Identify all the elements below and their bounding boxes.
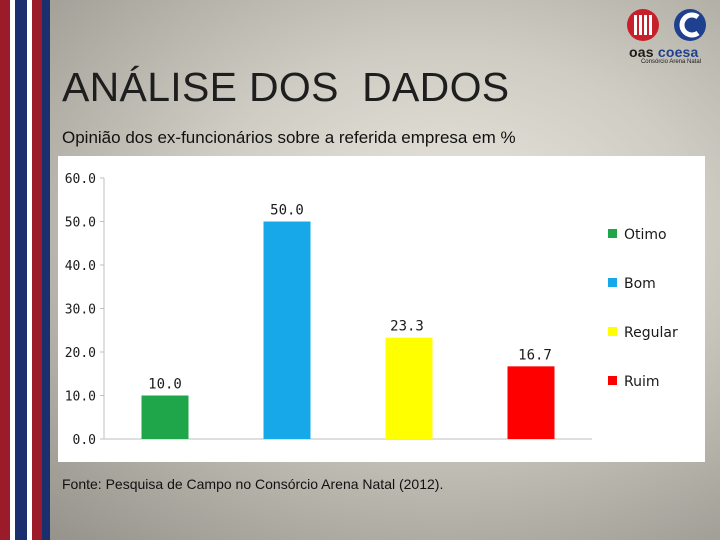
bar-bom (263, 221, 311, 439)
stripe (10, 0, 15, 540)
logo-tagline: Consórcio Arena Natal (640, 59, 702, 65)
logo-name-oas: oas (629, 44, 654, 60)
logo-marks (627, 9, 706, 41)
legend-swatch (608, 229, 617, 238)
y-tick-label: 20.0 (65, 346, 96, 361)
legend-label: Otimo (624, 227, 667, 243)
bar-ruim (507, 366, 555, 439)
bar-regular (385, 337, 433, 439)
chart-subtitle: Opinião dos ex-funcionários sobre a refe… (62, 128, 516, 147)
y-tick-label: 10.0 (65, 390, 96, 405)
stripe (27, 0, 32, 540)
data-label: 50.0 (270, 203, 304, 219)
legend-label: Regular (624, 325, 678, 341)
legend-label: Bom (624, 276, 656, 292)
stripe (42, 0, 50, 540)
stripe (0, 0, 10, 540)
stripe (32, 0, 42, 540)
logo-wordmark: oas coesa (629, 44, 713, 60)
data-label: 23.3 (390, 319, 424, 335)
y-tick-label: 50.0 (65, 216, 96, 231)
bar-chart: 0.0 10.0 20.0 30.0 40.0 50.0 60.0 10.0 50.0 23.3 1… (65, 172, 678, 448)
logo-name-coesa: coesa (657, 44, 699, 60)
logo-red-bar (639, 15, 642, 35)
logo-c-mark (679, 12, 700, 38)
y-tick-label: 30.0 (65, 303, 96, 318)
decorative-stripes (0, 0, 52, 540)
logo-red-bar (634, 15, 637, 35)
legend-label: Ruim (624, 374, 660, 390)
source-note: Fonte: Pesquisa de Campo no Consórcio Ar… (62, 476, 443, 492)
y-tick-label: 0.0 (73, 433, 96, 448)
chart-panel: 0.0 10.0 20.0 30.0 40.0 50.0 60.0 10.0 50.0 23.3 1… (58, 156, 705, 462)
logo-red-circle (627, 9, 659, 41)
source-label: Fonte: (62, 476, 102, 492)
legend-swatch (608, 278, 617, 287)
stripe (15, 0, 27, 540)
y-tick-label: 60.0 (65, 172, 96, 187)
legend-swatch (608, 327, 617, 336)
legend-swatch (608, 376, 617, 385)
source-text: Pesquisa de Campo no Consórcio Arena Nat… (101, 476, 444, 492)
data-label: 16.7 (518, 347, 552, 363)
bar-otimo (141, 395, 189, 439)
slide-title: ANÁLISE DOS DADOS (62, 64, 510, 110)
data-label: 10.0 (148, 377, 182, 393)
y-tick-label: 40.0 (65, 259, 96, 274)
logo-red-bar (644, 15, 647, 35)
logo-red-bar (649, 15, 652, 35)
company-logo: oas coesa Consórcio Arena Natal (626, 6, 714, 65)
